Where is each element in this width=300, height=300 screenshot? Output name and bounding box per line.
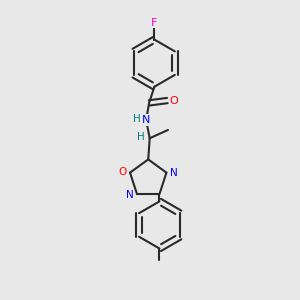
Text: O: O	[169, 95, 178, 106]
Text: N: N	[126, 190, 134, 200]
Text: O: O	[118, 167, 127, 177]
Text: F: F	[151, 17, 158, 28]
Text: N: N	[170, 168, 178, 178]
Text: H: H	[137, 132, 145, 142]
Text: H: H	[134, 114, 141, 124]
Text: N: N	[142, 115, 150, 125]
